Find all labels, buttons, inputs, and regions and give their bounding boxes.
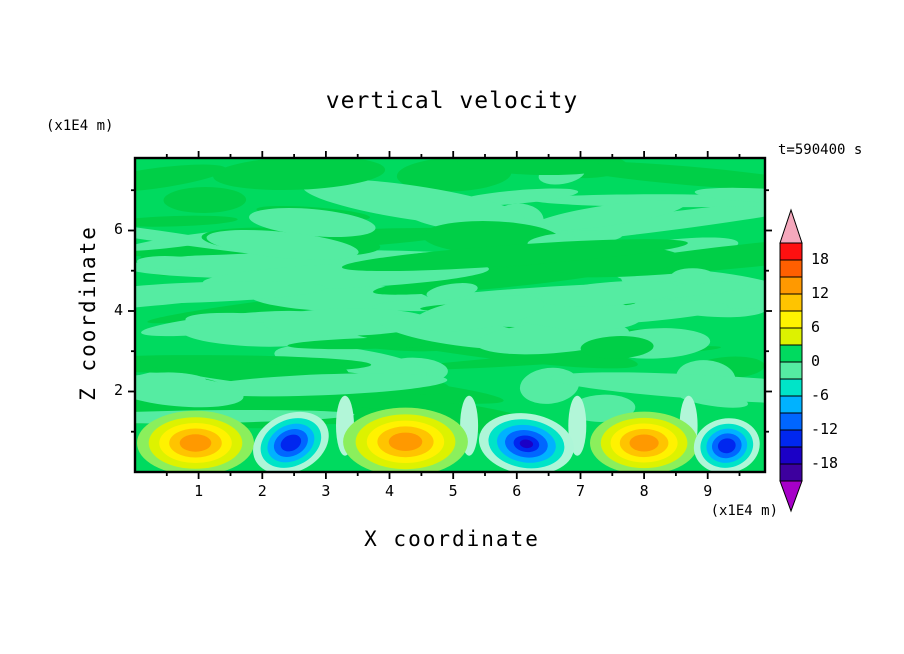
x-axis-title: X coordinate [364, 527, 540, 551]
y-axis-title: Z coordinate [76, 225, 100, 401]
y-tick-label: 2 [113, 381, 123, 400]
x-tick-label: 7 [575, 482, 585, 500]
contour-plot-area [125, 148, 775, 482]
x-tick-label: 4 [385, 482, 395, 500]
time-label: t=590400 s [778, 142, 863, 158]
x-tick-label: 9 [703, 482, 713, 500]
x-tick-label: 6 [512, 482, 522, 500]
y-tick-label: 4 [113, 300, 123, 319]
y-tick-label: 6 [113, 220, 123, 239]
x-tick-label: 5 [448, 482, 458, 500]
colorbar [779, 202, 841, 520]
page-title: vertical velocity [325, 88, 579, 114]
y-axis-unit-label: (x1E4 m) [46, 118, 114, 134]
x-tick-label: 1 [194, 482, 204, 500]
x-tick-label: 2 [257, 482, 267, 500]
x-axis-unit-label: (x1E4 m) [710, 503, 778, 519]
x-tick-label: 8 [639, 482, 649, 500]
x-tick-label: 3 [321, 482, 331, 500]
